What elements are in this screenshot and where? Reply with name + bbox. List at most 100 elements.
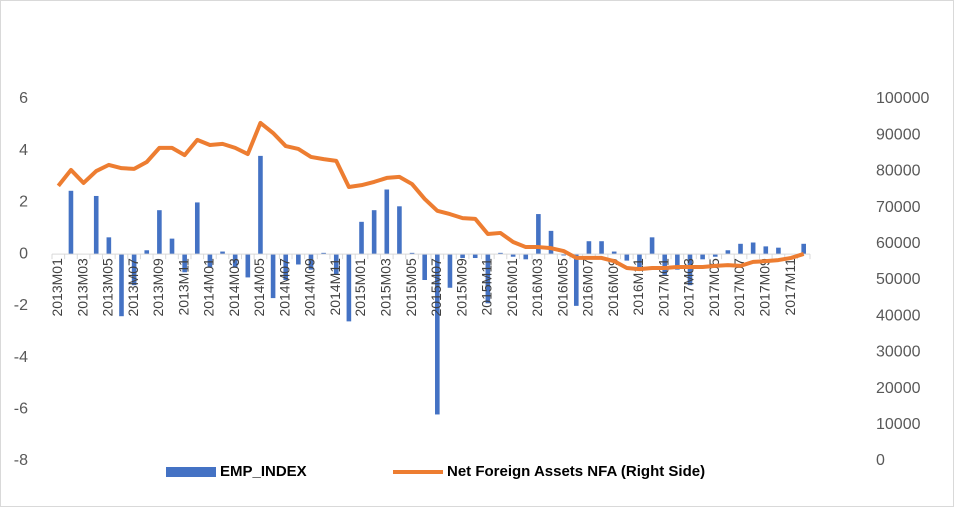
bar	[435, 254, 440, 415]
bar	[283, 254, 289, 280]
y-tick-label: 6	[19, 90, 28, 107]
y-tick-label: -2	[14, 297, 28, 314]
bar	[270, 254, 276, 299]
bar	[763, 246, 769, 255]
bar	[182, 254, 187, 273]
x-tick-label: 2015M11	[479, 258, 495, 316]
x-tick-label: 2015M07	[428, 258, 444, 317]
y-tick-label: 0	[19, 245, 28, 262]
legend-label: EMP_INDEX	[220, 463, 307, 480]
bar	[144, 250, 150, 255]
x-tick-label: 2017M11	[782, 258, 798, 316]
y2-tick-label: 0	[876, 452, 885, 469]
bar	[510, 254, 516, 257]
bar	[245, 254, 251, 278]
x-tick-label: 2017M01	[655, 258, 671, 317]
bar	[536, 214, 541, 255]
y-tick-label: -4	[14, 349, 28, 366]
x-tick-label: 2015M05	[403, 258, 419, 317]
bar	[333, 254, 339, 275]
x-tick-label: 2014M01	[201, 258, 217, 317]
bar	[232, 254, 238, 268]
legend-swatch	[166, 467, 216, 477]
bar	[725, 250, 731, 255]
bar	[498, 252, 503, 255]
y-tick-label: -6	[14, 401, 28, 418]
line	[56, 120, 805, 272]
bar	[169, 238, 175, 255]
bar	[662, 254, 668, 275]
x-tick-label: 2013M11	[175, 258, 191, 316]
x-tick-label: 2017M09	[756, 258, 772, 317]
bar	[409, 252, 415, 255]
x-tick-label: 2016M03	[529, 258, 545, 317]
y-tick-label: -8	[14, 452, 28, 469]
bar	[68, 190, 74, 255]
bar	[346, 254, 352, 322]
bar	[675, 254, 680, 270]
x-tick-label: 2015M09	[453, 258, 469, 317]
y2-tick-label: 30000	[876, 344, 921, 361]
bar	[194, 202, 200, 255]
bar	[220, 251, 225, 255]
x-tick-label: 2013M07	[125, 258, 141, 317]
x-tick-label: 2017M07	[731, 258, 747, 317]
bar	[687, 254, 693, 286]
bar	[776, 247, 781, 255]
bar	[384, 189, 390, 255]
bar	[422, 254, 427, 280]
x-tick-label: 2015M03	[377, 258, 393, 317]
bar	[485, 254, 491, 304]
x-tick-label: 2017M05	[706, 258, 722, 317]
bar	[131, 254, 137, 286]
legend-label: Net Foreign Assets NFA (Right Side)	[447, 463, 705, 480]
y-tick-label: 2	[19, 194, 28, 211]
x-tick-label: 2014M03	[226, 258, 242, 317]
bar	[750, 242, 756, 255]
x-tick-label: 2016M09	[605, 258, 621, 317]
y2-tick-label: 20000	[876, 380, 921, 397]
bar	[548, 230, 554, 255]
bar	[523, 254, 529, 260]
bar	[712, 254, 718, 257]
bar	[573, 254, 579, 306]
bar	[624, 254, 630, 261]
x-tick-label: 2013M05	[100, 258, 116, 317]
x-tick-label: 2014M05	[251, 258, 267, 317]
x-tick-label: 2016M07	[580, 258, 596, 317]
y2-tick-label: 80000	[876, 163, 921, 180]
bar	[738, 243, 743, 255]
y2-tick-label: 40000	[876, 307, 921, 324]
bar	[586, 241, 592, 255]
y2-tick-label: 60000	[876, 235, 921, 252]
bar	[637, 254, 642, 268]
x-tick-label: 2015M01	[352, 258, 368, 317]
bar	[460, 254, 465, 259]
bar	[561, 254, 566, 256]
x-tick-label: 2013M01	[49, 258, 65, 317]
bar	[157, 210, 162, 255]
x-tick-label: 2014M07	[276, 258, 292, 317]
bar	[801, 243, 806, 255]
x-tick-label: 2017M03	[681, 258, 697, 317]
x-tick-label: 2013M03	[74, 258, 90, 317]
bar	[106, 237, 112, 255]
bar	[472, 254, 478, 259]
y2-tick-label: 100000	[876, 90, 929, 107]
y2-tick-label: 50000	[876, 271, 921, 288]
bar	[447, 254, 453, 288]
bar	[700, 254, 705, 260]
bar	[397, 206, 402, 255]
bar	[119, 254, 124, 317]
y-tick-label: 4	[19, 142, 28, 159]
x-tick-label: 2013M09	[150, 258, 166, 317]
bar	[371, 210, 377, 255]
x-tick-label: 2016M05	[554, 258, 570, 317]
bar	[649, 237, 655, 255]
y2-tick-label: 10000	[876, 416, 921, 433]
bar	[258, 155, 263, 255]
x-tick-label: 2016M11	[630, 258, 646, 316]
x-tick-label: 2016M01	[504, 258, 520, 317]
